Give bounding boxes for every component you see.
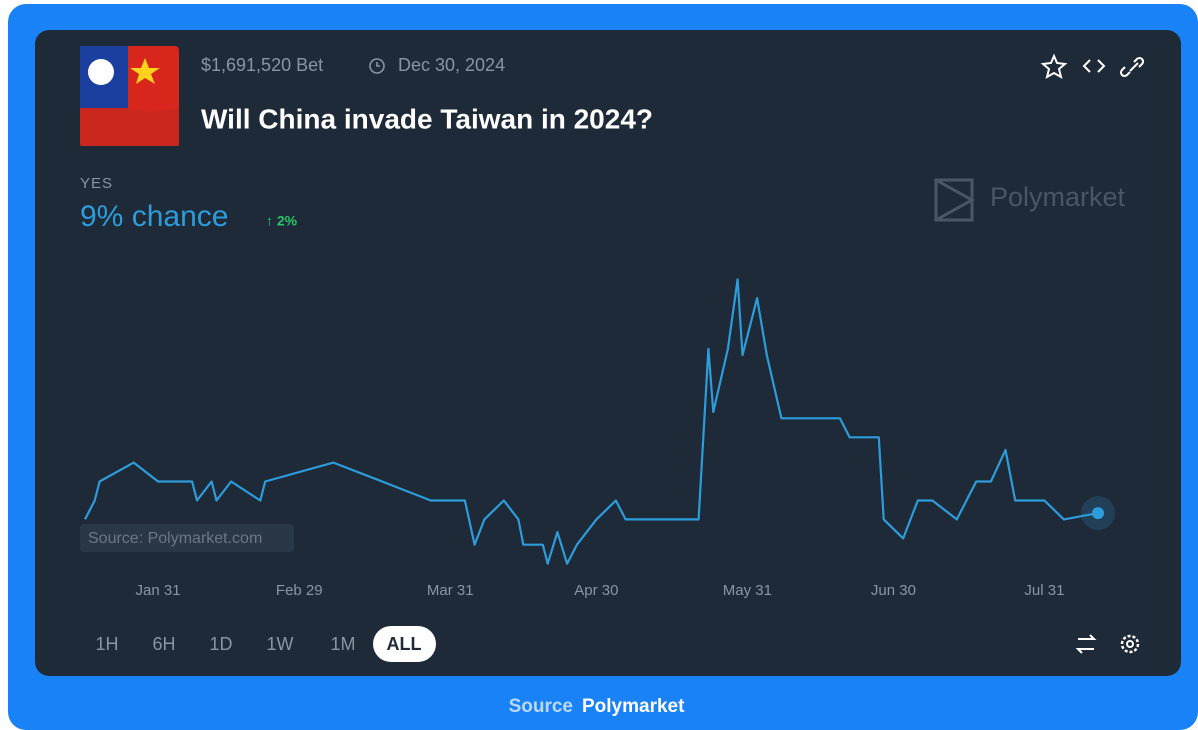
watermark: Source: Polymarket.com: [88, 530, 262, 547]
volume: $1,691,520 Bet: [201, 55, 323, 75]
card: [35, 30, 1181, 676]
price-line: [84, 278, 1099, 565]
chance: 9% chance: [80, 200, 228, 233]
footer-prefix: Source: [509, 696, 573, 717]
footer-name: Polymarket: [582, 696, 685, 717]
range-button[interactable]: 1H: [95, 634, 118, 654]
settings-icon[interactable]: [1120, 634, 1140, 654]
x-tick-label: Feb 29: [276, 582, 323, 599]
range-button[interactable]: 1D: [209, 634, 232, 654]
swap-icon[interactable]: [1075, 634, 1097, 654]
clock-hands: [376, 62, 380, 67]
x-tick-label: May 31: [723, 582, 772, 599]
range-button[interactable]: 1W: [267, 634, 294, 654]
range-active-bg: [373, 626, 436, 662]
x-tick-label: Jul 31: [1024, 582, 1064, 599]
flag: [80, 46, 179, 146]
change: ↑ 2%: [266, 213, 298, 229]
settings-center: [1126, 640, 1134, 648]
x-tick-label: Mar 31: [427, 582, 474, 599]
star-icon[interactable]: [1040, 53, 1068, 80]
end-point: [1092, 507, 1104, 520]
clock-icon: [369, 58, 385, 74]
range-button[interactable]: 6H: [152, 634, 175, 654]
outcome-label: YES: [80, 175, 113, 192]
x-tick-label: Jan 31: [136, 582, 181, 599]
end-date: Dec 30, 2024: [398, 55, 505, 75]
range-buttons: 1H 6H 1D 1W 1M ALL: [95, 626, 436, 662]
embed-icon[interactable]: [1082, 59, 1106, 73]
link-icon[interactable]: [1119, 56, 1145, 78]
brand-logo: [934, 178, 976, 222]
plot: Jan 31 Feb 29 Mar 31 Apr 30 May 31 Jun 30 Jul …: [84, 278, 1115, 599]
x-tick-label: Apr 30: [574, 582, 618, 599]
range-button[interactable]: 1M: [330, 634, 355, 654]
brand: Polymarket: [990, 182, 1126, 212]
title: Will China invade Taiwan in 2024?: [201, 103, 653, 134]
x-tick-label: Jun 30: [871, 582, 916, 599]
range-button[interactable]: ALL: [387, 634, 422, 654]
watermark-bg: [80, 524, 294, 552]
